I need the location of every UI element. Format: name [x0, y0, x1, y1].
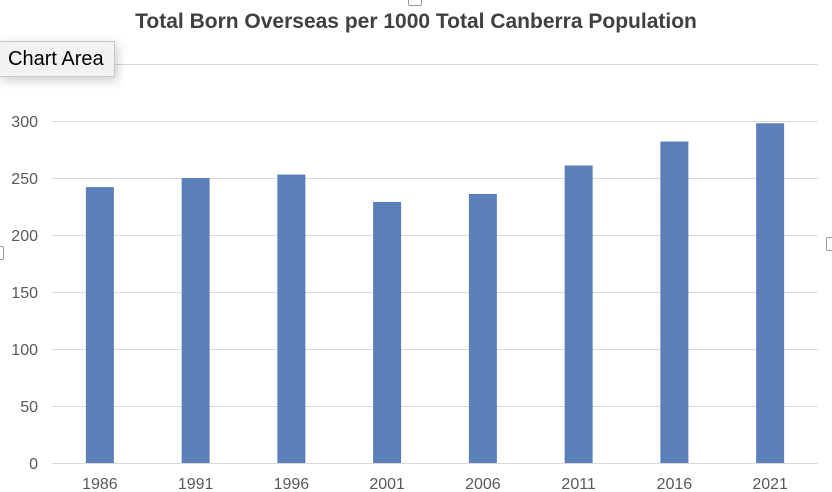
x-tick-label: 1991 — [178, 476, 214, 492]
bar-1991[interactable] — [181, 178, 210, 463]
y-tick-label: 0 — [29, 456, 38, 473]
x-tick-label: 1986 — [82, 476, 118, 492]
x-tick-label: 2021 — [752, 476, 788, 492]
x-tick-label: 2016 — [657, 476, 693, 492]
x-tick-label: 2006 — [465, 476, 501, 492]
y-tick-label: 250 — [11, 171, 38, 188]
bar-1996[interactable] — [277, 174, 306, 463]
bar-2001[interactable] — [373, 201, 402, 463]
resize-handle-top[interactable] — [408, 0, 422, 6]
resize-handle-left[interactable] — [0, 246, 4, 260]
chart-area-tooltip: Chart Area — [0, 41, 115, 77]
bar-2016[interactable] — [660, 141, 689, 463]
y-tick-label: 300 — [11, 114, 38, 131]
x-tick-label: 1996 — [274, 476, 310, 492]
y-tick-label: 50 — [20, 399, 38, 416]
y-tick-label: 100 — [11, 342, 38, 359]
bar-2006[interactable] — [468, 193, 497, 463]
resize-handle-right[interactable] — [826, 237, 832, 251]
bar-2011[interactable] — [564, 165, 593, 463]
y-tick-label: 200 — [11, 228, 38, 245]
y-tick-label: 150 — [11, 285, 38, 302]
chart-title[interactable]: Total Born Overseas per 1000 Total Canbe… — [135, 10, 697, 33]
bar-2021[interactable] — [756, 123, 785, 463]
x-tick-label: 2001 — [369, 476, 405, 492]
bar-1986[interactable] — [85, 187, 114, 463]
x-tick-label: 2011 — [561, 476, 596, 492]
